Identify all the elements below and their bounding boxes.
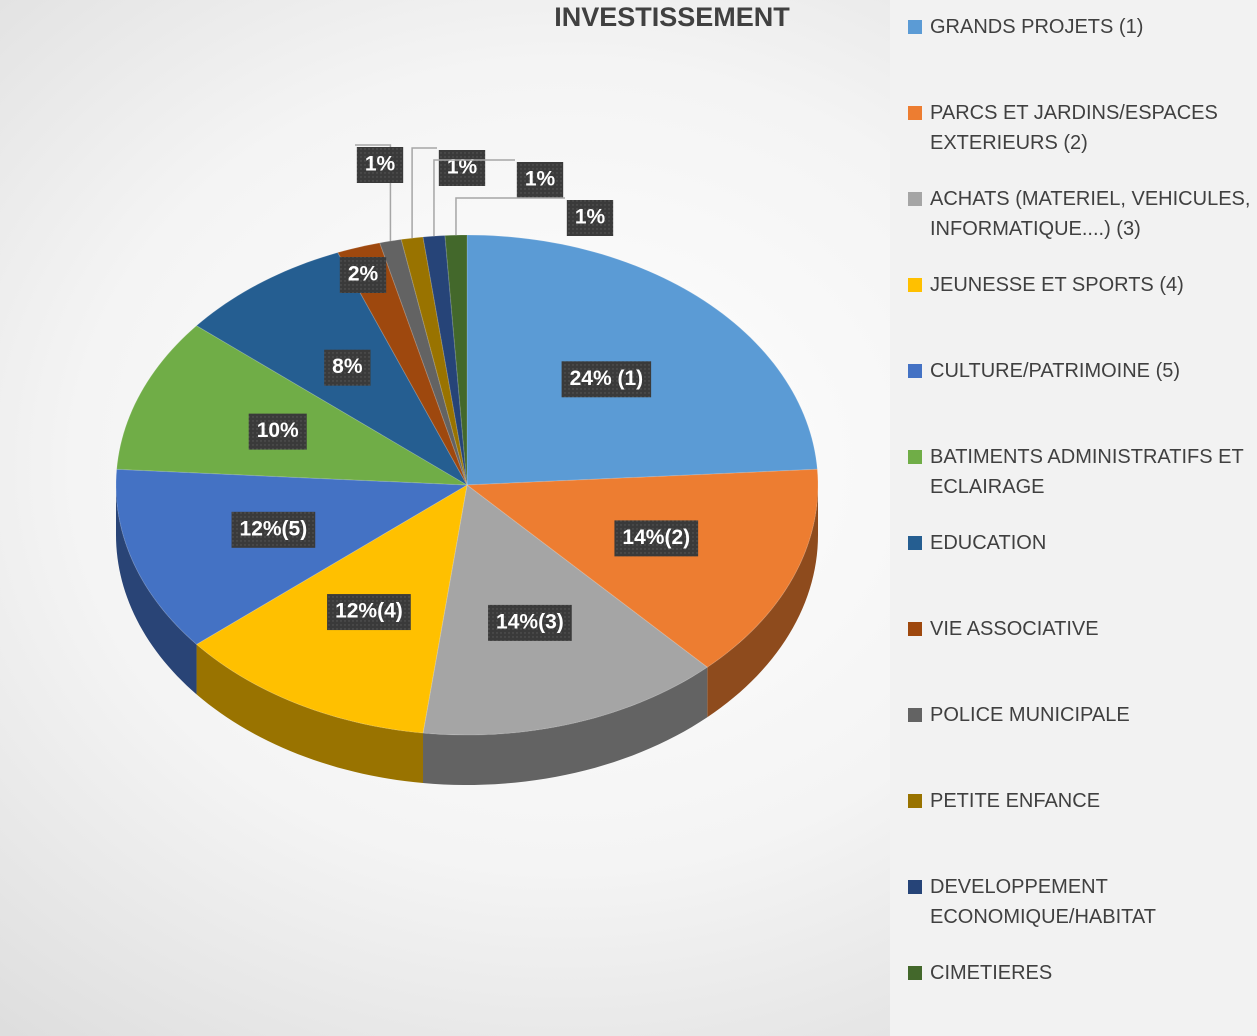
legend-label: EDUCATION xyxy=(930,532,1047,554)
data-label-box xyxy=(516,162,564,198)
data-label-box xyxy=(488,604,572,641)
data-label-box xyxy=(339,257,387,293)
slice xyxy=(400,236,468,486)
leader-line xyxy=(411,147,437,239)
data-label-box xyxy=(614,520,699,557)
legend-item: JEUNESSE ET SPORTS (4) xyxy=(908,270,1257,300)
legend-item: PETITE ENFANCE xyxy=(908,786,1257,816)
legend-item: ACHATS (MATERIEL, VEHICULES, INFORMATIQU… xyxy=(908,184,1257,244)
legend-swatch xyxy=(908,966,922,980)
data-label: 14%(3) xyxy=(496,610,564,633)
legend-swatch xyxy=(908,106,922,120)
data-label-box xyxy=(356,147,404,183)
slice xyxy=(337,242,468,486)
legend-swatch xyxy=(908,880,922,894)
legend-label: POLICE MUNICIPALE xyxy=(930,704,1130,726)
chart: 24% (1) 14%(2) 14%(3) 12%(4) 12%(5) 10% 8% 2% 1%… xyxy=(115,144,819,785)
data-label: 14%(2) xyxy=(622,526,690,549)
data-label-box xyxy=(327,594,411,631)
legend-swatch xyxy=(908,708,922,722)
data-label-box xyxy=(324,349,371,386)
slice xyxy=(422,234,468,486)
legend-label: GRANDS PROJETS (1) xyxy=(930,16,1144,38)
legend-label: PETITE ENFANCE xyxy=(930,790,1101,812)
legend-label: CULTURE/PATRIMOINE (5) xyxy=(930,360,1181,382)
slice-side xyxy=(707,485,818,718)
data-label: 24% (1) xyxy=(570,367,644,390)
slice-side xyxy=(116,485,197,695)
legend-item: CULTURE/PATRIMOINE (5) xyxy=(908,356,1257,386)
legend-label: PARCS ET JARDINS/ESPACES EXTERIEURS (2) xyxy=(930,102,1218,154)
legend: GRANDS PROJETS (1) PARCS ET JARDINS/ESPAC… xyxy=(890,0,1257,1036)
slice xyxy=(379,238,468,486)
legend-label: CIMETIERES xyxy=(930,962,1053,984)
leader-line xyxy=(355,144,392,242)
data-label: 1% xyxy=(575,206,606,229)
legend-item: PARCS ET JARDINS/ESPACES EXTERIEURS (2) xyxy=(908,98,1257,158)
leader-line xyxy=(433,159,515,237)
legend-swatch xyxy=(908,278,922,292)
data-label: 12%(4) xyxy=(335,600,403,623)
legend-swatch xyxy=(908,794,922,808)
slice-side xyxy=(423,667,708,785)
data-label-box xyxy=(561,361,652,398)
legend-item: VIE ASSOCIATIVE xyxy=(908,614,1257,644)
slice xyxy=(115,468,469,645)
chart-title: INVESTISSEMENT xyxy=(554,2,790,32)
data-label: 1% xyxy=(525,168,556,191)
legend-swatch xyxy=(908,536,922,550)
data-label: 1% xyxy=(447,156,478,179)
data-label: 2% xyxy=(348,263,379,286)
data-label-box xyxy=(231,511,316,548)
data-label-box xyxy=(248,413,307,450)
legend-swatch xyxy=(908,364,922,378)
legend-label: DEVELOPPEMENT ECONOMIQUE/HABITAT xyxy=(930,876,1156,928)
data-label: 12%(5) xyxy=(240,517,308,540)
legend-label: ACHATS (MATERIEL, VEHICULES, INFORMATIQU… xyxy=(930,188,1251,240)
legend-item: EDUCATION xyxy=(908,528,1257,558)
slice xyxy=(116,325,468,486)
legend-swatch xyxy=(908,20,922,34)
slice xyxy=(466,234,818,486)
leader-line xyxy=(455,197,565,236)
legend-label: JEUNESSE ET SPORTS (4) xyxy=(930,274,1184,296)
legend-item: BATIMENTS ADMINISTRATIFS ET ECLAIRAGE xyxy=(908,442,1257,502)
legend-swatch xyxy=(908,622,922,636)
slice xyxy=(465,468,819,668)
legend-item: POLICE MUNICIPALE xyxy=(908,700,1257,730)
data-label: 8% xyxy=(332,355,363,378)
data-label-box xyxy=(438,150,486,186)
legend-item: CIMETIERES xyxy=(908,958,1257,988)
data-label-box xyxy=(566,200,614,236)
legend-item: GRANDS PROJETS (1) xyxy=(908,12,1257,42)
legend-label: BATIMENTS ADMINISTRATIFS ET ECLAIRAGE xyxy=(930,446,1244,498)
slice-side xyxy=(196,644,424,784)
legend-label: VIE ASSOCIATIVE xyxy=(930,618,1099,640)
data-label: 10% xyxy=(257,419,299,442)
legend-swatch xyxy=(908,192,922,206)
data-label: 1% xyxy=(365,153,396,176)
legend-swatch xyxy=(908,450,922,464)
legend-item: DEVELOPPEMENT ECONOMIQUE/HABITAT xyxy=(908,872,1257,932)
